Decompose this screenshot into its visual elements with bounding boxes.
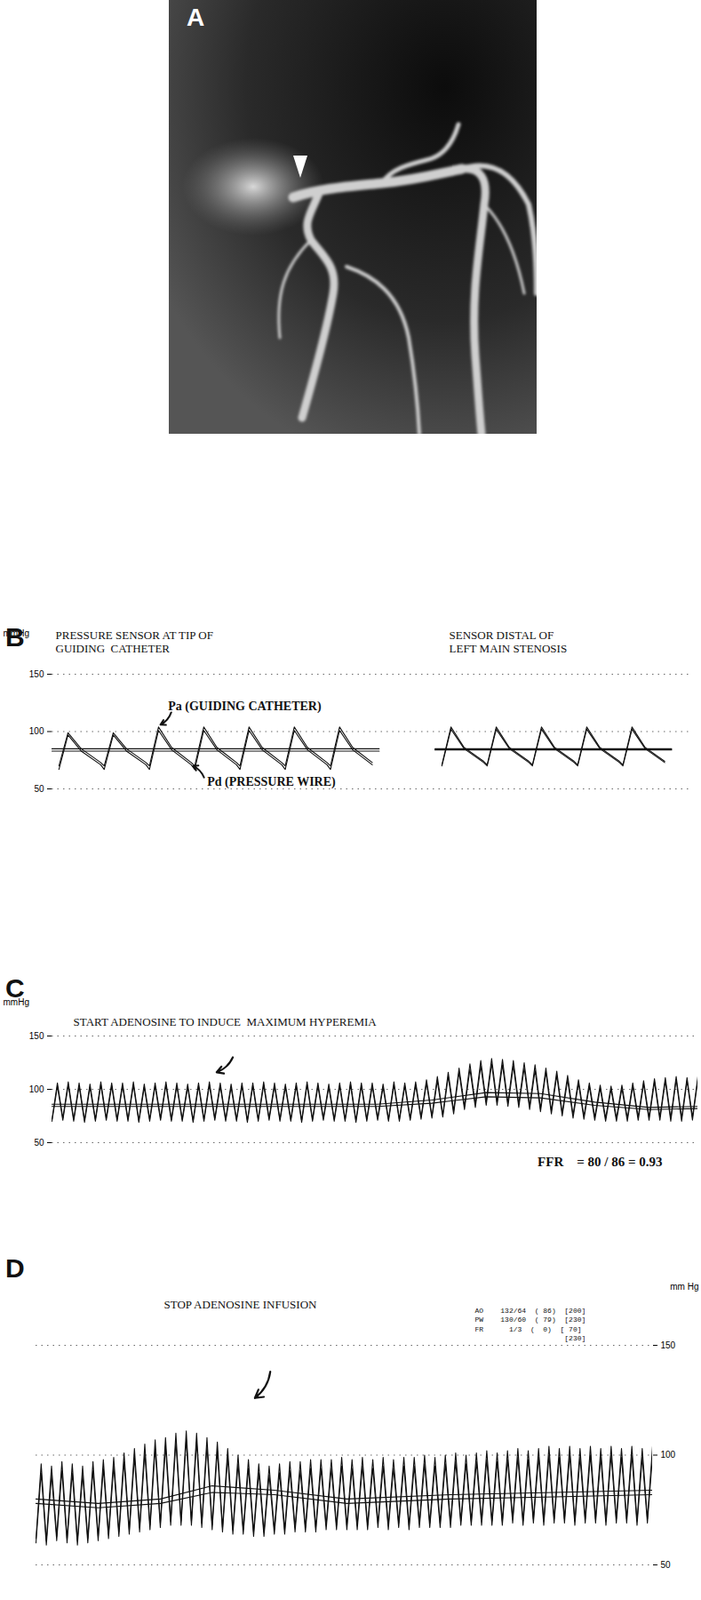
- svg-text:SENSOR DISTAL OFLEFT MAIN STEN: SENSOR DISTAL OFLEFT MAIN STENOSIS: [449, 628, 568, 655]
- svg-text:FFR = 80 / 86 = 0.93: FFR = 80 / 86 = 0.93: [537, 1154, 662, 1169]
- svg-text:50: 50: [661, 1559, 672, 1570]
- html-text:D: D: [5, 1252, 25, 1283]
- svg-text:AO 132/64 ( 86) [200]PW: AO 132/64 ( 86) [200]PW 130/60 ( 79) [23…: [475, 1306, 587, 1342]
- svg-text:Pd (PRESSURE WIRE): Pd (PRESSURE WIRE): [207, 774, 336, 789]
- svg-text:50: 50: [33, 783, 45, 794]
- svg-text:150: 150: [29, 1030, 45, 1041]
- html-text:C: C: [5, 972, 25, 1003]
- svg-text:STOP ADENOSINE INFUSION: STOP ADENOSINE INFUSION: [164, 1297, 319, 1311]
- svg-text:150: 150: [29, 669, 45, 679]
- svg-text:50: 50: [33, 1137, 45, 1148]
- html-text:A: A: [186, 3, 205, 32]
- svg-text:PRESSURE SENSOR AT TIP OFGUIDI: PRESSURE SENSOR AT TIP OFGUIDING CATHETE…: [55, 628, 215, 655]
- svg-text:100: 100: [29, 725, 45, 736]
- svg-text:150: 150: [661, 1339, 677, 1350]
- svg-text:100: 100: [29, 1083, 45, 1094]
- svg-text:100: 100: [661, 1449, 677, 1459]
- svg-text:START ADENOSINE TO INDUCE MAX: START ADENOSINE TO INDUCE MAXIMUM HYPERE…: [73, 1014, 378, 1028]
- html-text:B: B: [5, 621, 25, 652]
- svg-text:Pa (GUIDING CATHETER): Pa (GUIDING CATHETER): [167, 699, 322, 714]
- svg-text:mm Hg: mm Hg: [669, 1281, 699, 1291]
